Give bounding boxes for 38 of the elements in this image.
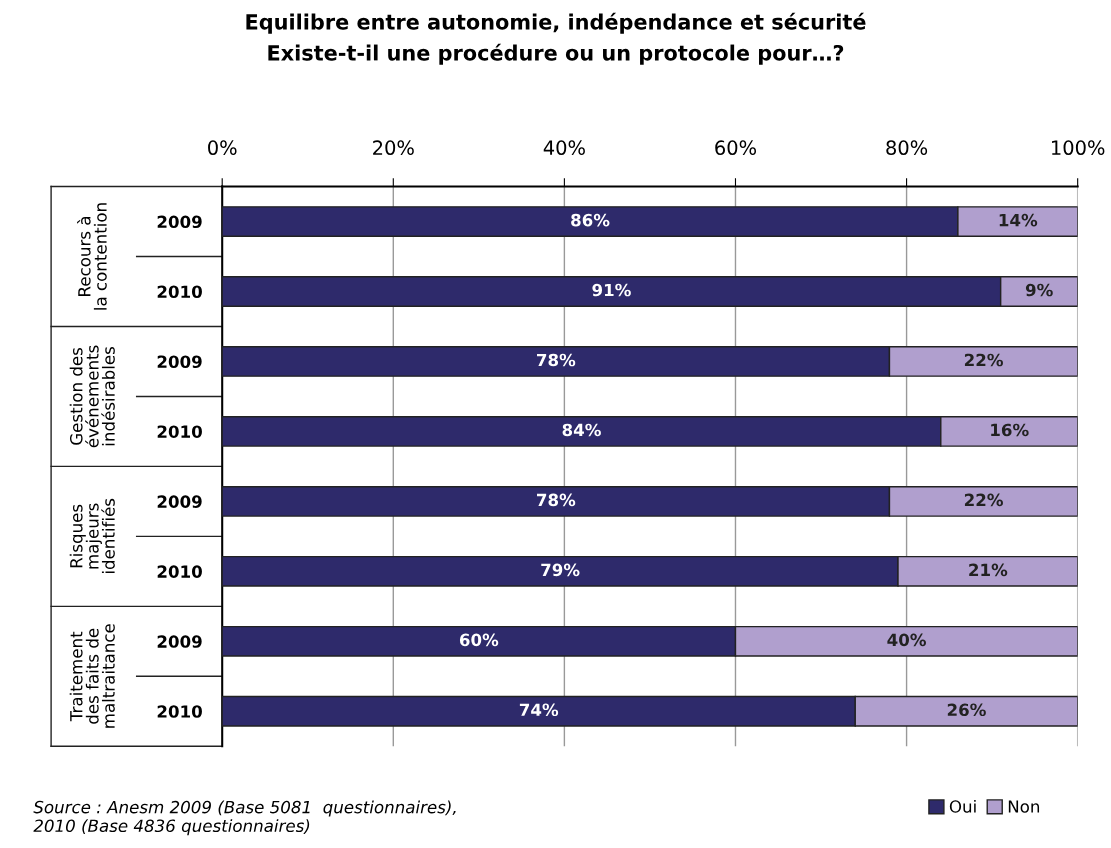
legend-label: Non xyxy=(1008,800,1040,813)
text: 79% xyxy=(541,563,580,577)
y-tick-label: 2010 xyxy=(157,705,202,718)
y-tick-label: 2010 xyxy=(157,285,202,299)
text: 91% xyxy=(592,283,631,297)
text: 16% xyxy=(991,423,1029,437)
text: 86% xyxy=(571,213,610,227)
text: 26% xyxy=(947,703,986,717)
y-tick-label: 2009 xyxy=(157,495,202,508)
y-tick-label: 2009 xyxy=(157,215,202,229)
y-tick-label: 2010 xyxy=(157,565,202,578)
x-tick-label: 100% xyxy=(1052,140,1105,156)
y-tick-label: 2009 xyxy=(157,635,202,648)
text: Traitement des faits de maltraitance xyxy=(69,624,115,728)
text: 9% xyxy=(1025,283,1053,297)
chart-title: Equilibre entre autonomie, indépendance et sécurité Existe-t-il une procédure ou un protocole pour…? xyxy=(246,12,866,65)
text: Gestion des événements indésirables xyxy=(69,345,115,448)
x-tick-label: 20% xyxy=(373,140,414,156)
text: 74% xyxy=(519,703,559,717)
text: 14% xyxy=(999,213,1038,227)
y-tick-label: 2009 xyxy=(157,355,202,369)
x-tick-label: 80% xyxy=(886,140,928,156)
text: 22% xyxy=(964,493,1003,507)
text: 78% xyxy=(537,353,576,367)
legend-label: Oui xyxy=(949,799,976,813)
x-tick-label: 40% xyxy=(543,140,585,156)
text: Recours à la contention xyxy=(77,203,107,310)
x-tick-label: 0% xyxy=(208,140,237,156)
text: 40% xyxy=(887,633,926,647)
text: 84% xyxy=(562,423,601,437)
text: 78% xyxy=(537,493,576,507)
text: 22% xyxy=(964,353,1003,367)
source-note: Source : Anesm 2009 (Base 5081 questionnaires), 2010 (Base 4836 questionnaires) xyxy=(33,800,456,836)
text: 21% xyxy=(969,563,1008,577)
y-tick-label: 2010 xyxy=(157,425,202,438)
text: Risques majeurs identifiés xyxy=(69,498,115,574)
text: 60% xyxy=(459,633,499,647)
x-tick-label: 60% xyxy=(715,140,757,156)
